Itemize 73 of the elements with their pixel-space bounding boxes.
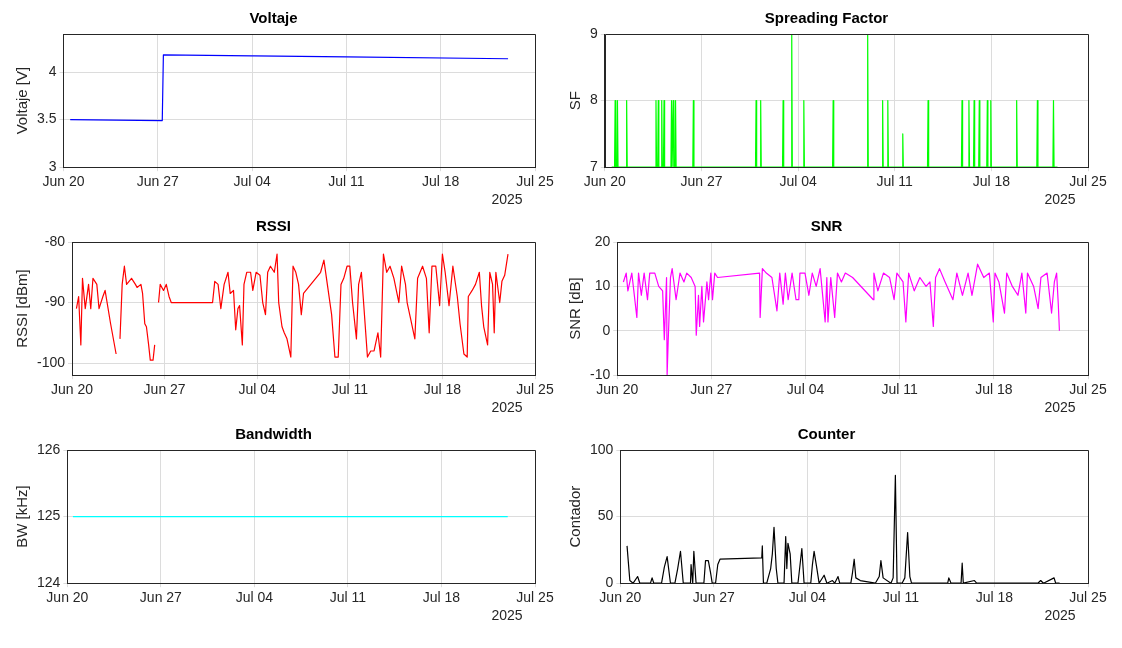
x-tick-label: Jul 25	[1069, 173, 1107, 190]
y-tick-label: 3.5	[36, 110, 57, 127]
x-tick-label: Jul 11	[329, 589, 367, 606]
x-tick-label: Jul 11	[328, 173, 365, 190]
text: 2025	[1044, 607, 1076, 624]
x-tick-label: Jul 04	[788, 589, 827, 606]
x-tick-label: Jun 20	[42, 173, 85, 190]
x-tick-label: Jul 11	[876, 173, 914, 190]
y-axis-title: RSSI [dBm]	[13, 269, 31, 348]
text: 2025	[1044, 191, 1076, 208]
x-tick-label: Jul 11	[881, 381, 919, 398]
x-tick-label: Jul 25	[1069, 381, 1107, 398]
y-tick-label: 126	[37, 440, 61, 457]
x-tick-label: Jul 04	[233, 173, 271, 190]
y-axis-title: SF	[566, 91, 584, 111]
y-tick-label: 124	[37, 574, 61, 591]
x-tick-label: Jul 18	[422, 589, 461, 606]
y-tick-label: -10	[590, 366, 611, 383]
text: 2025	[491, 191, 523, 208]
x-tick-label: Jun 27	[136, 173, 179, 190]
x-tick-label: Jun 20	[51, 381, 94, 398]
y-tick-label: 8	[589, 91, 598, 108]
y-tick-label: 0	[605, 574, 614, 591]
y-axis-title: SNR [dB]	[566, 277, 584, 340]
text: 2025	[1044, 399, 1076, 416]
text: 2025	[491, 399, 523, 416]
x-tick-label: Jun 27	[139, 589, 183, 606]
y-tick-label: 9	[589, 24, 598, 41]
chart-title: Voltaje	[249, 9, 298, 27]
x-tick-label: Jul 25	[1069, 589, 1107, 606]
y-tick-label: 3	[48, 158, 57, 175]
x-tick-label: Jul 25	[516, 173, 554, 190]
y-tick-label: 4	[48, 62, 57, 79]
x-tick-label: Jul 04	[786, 381, 825, 398]
y-tick-label: 50	[597, 507, 614, 524]
x-tick-label: Jul 04	[779, 173, 817, 190]
x-tick-label: Jul 04	[238, 381, 277, 398]
x-tick-label: Jul 18	[975, 381, 1013, 398]
x-tick-label: Jul 25	[516, 381, 554, 398]
x-tick-label: Jun 27	[143, 381, 186, 398]
x-tick-label: Jul 18	[423, 381, 462, 398]
y-axis-title: BW [kHz]	[13, 485, 31, 548]
y-tick-label: 10	[594, 277, 611, 294]
chart-title: Counter	[797, 425, 856, 443]
x-tick-label: Jun 20	[583, 173, 627, 190]
x-tick-label: Jul 18	[422, 173, 460, 190]
x-tick-label: Jun 27	[680, 173, 723, 190]
y-axis-title: Contador	[566, 485, 584, 548]
text: 2025	[491, 607, 523, 624]
y-tick-label: -100	[36, 353, 66, 370]
chart-title: Spreading Factor	[764, 9, 889, 27]
x-tick-label: Jun 20	[596, 381, 639, 398]
chart-title: SNR	[810, 217, 843, 235]
x-tick-label: Jun 27	[690, 381, 733, 398]
y-tick-label: -80	[44, 232, 66, 249]
chart-title: RSSI	[255, 217, 292, 235]
y-tick-label: 0	[602, 321, 611, 338]
x-tick-label: Jun 20	[599, 589, 642, 606]
x-tick-label: Jul 25	[516, 589, 554, 606]
x-tick-label: Jul 18	[972, 173, 1011, 190]
x-tick-label: Jun 27	[692, 589, 736, 606]
x-tick-label: Jul 04	[235, 589, 274, 606]
y-tick-label: 20	[594, 232, 611, 249]
x-tick-label: Jun 20	[46, 589, 89, 606]
y-tick-label: -90	[44, 293, 66, 310]
x-tick-label: Jul 11	[331, 381, 369, 398]
y-tick-label: 100	[590, 440, 614, 457]
x-tick-label: Jul 18	[975, 589, 1014, 606]
y-tick-label: 125	[37, 507, 61, 524]
x-tick-label: Jul 11	[882, 589, 920, 606]
y-tick-label: 7	[589, 158, 598, 175]
y-axis-title: Voltaje [V]	[13, 66, 31, 135]
chart-title: Bandwidth	[235, 425, 312, 443]
